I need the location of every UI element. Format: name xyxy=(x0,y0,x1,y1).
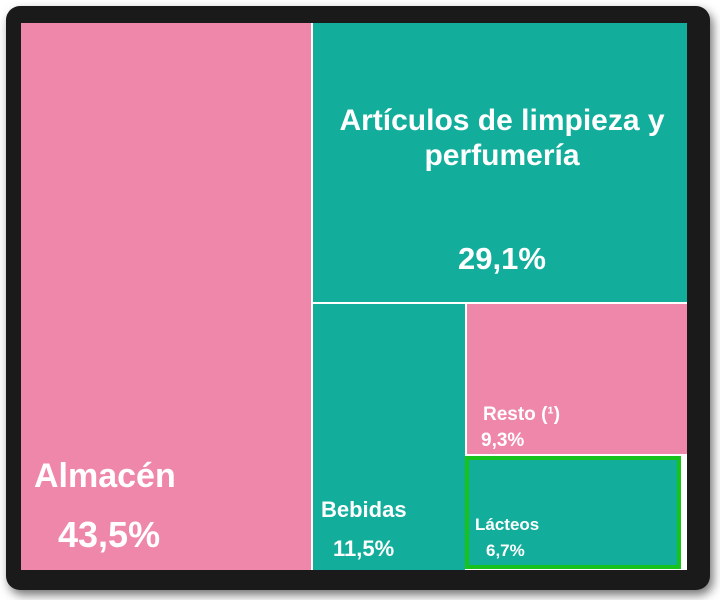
lacteos-value: 6,7% xyxy=(486,541,525,560)
resto-label: Resto (¹) xyxy=(483,404,561,425)
tile-lacteos: Lácteos 6,7% xyxy=(465,456,681,569)
almacen-label: Almacén xyxy=(34,457,176,495)
tile-resto: Resto (¹) 9,3% xyxy=(467,304,687,454)
tile-limpieza: Artículos de limpieza y perfumería 29,1% xyxy=(313,23,687,302)
almacen-value: 43,5% xyxy=(58,514,161,555)
limpieza-label: Artículos de limpieza y perfumería xyxy=(339,104,665,172)
chart-frame: Almacén 43,5% Artículos de limpieza y pe… xyxy=(6,6,710,590)
treemap-plot: Almacén 43,5% Artículos de limpieza y pe… xyxy=(21,23,687,570)
lacteos-label: Lácteos xyxy=(475,515,540,534)
tile-almacen: Almacén 43,5% xyxy=(21,23,311,570)
limpieza-value: 29,1% xyxy=(458,241,546,277)
resto-value: 9,3% xyxy=(481,430,525,451)
bebidas-value: 11,5% xyxy=(333,536,395,561)
tile-bebidas: Bebidas 11,5% xyxy=(313,304,465,570)
bebidas-label: Bebidas xyxy=(321,497,407,522)
